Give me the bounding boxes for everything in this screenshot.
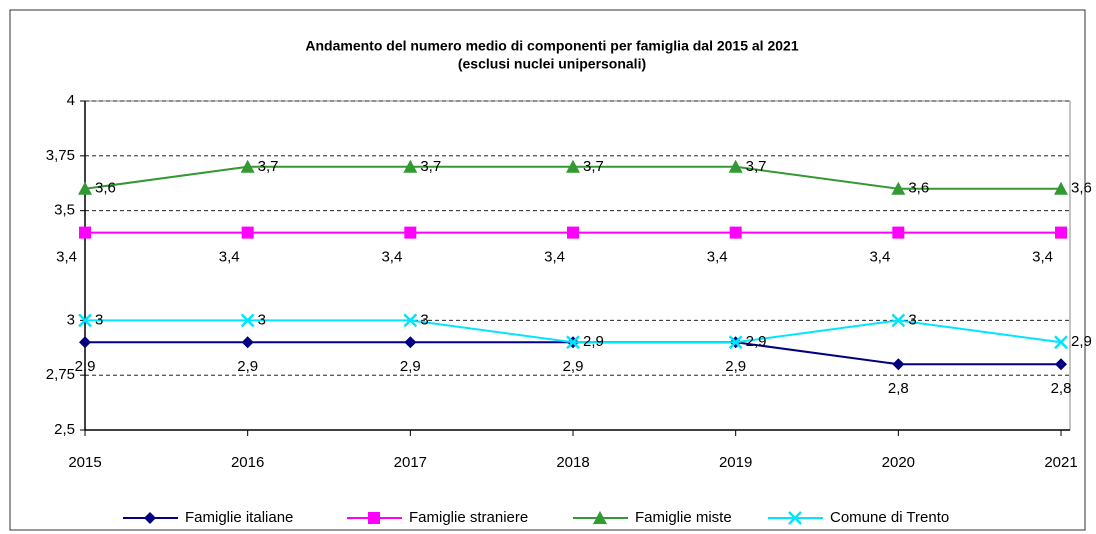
- data-point: [241, 226, 254, 239]
- data-point: [403, 313, 418, 328]
- data-label: 3,4: [869, 249, 890, 266]
- data-label: 2,9: [75, 358, 96, 375]
- data-label: 3,4: [544, 249, 565, 266]
- data-point: [241, 336, 254, 349]
- data-point: [404, 226, 417, 239]
- data-point: [892, 226, 905, 239]
- legend-label: Famiglie miste: [635, 509, 732, 526]
- data-label: 3: [95, 311, 103, 328]
- data-point: [728, 159, 743, 173]
- data-point: [729, 226, 742, 239]
- x-tick-label: 2016: [231, 454, 264, 471]
- chart-title: Andamento del numero medio di componenti…: [305, 38, 798, 54]
- data-point: [892, 358, 905, 371]
- data-label: 2,9: [746, 333, 767, 350]
- data-label: 3: [908, 311, 916, 328]
- data-label: 2,9: [563, 358, 584, 375]
- data-label: 3,4: [219, 249, 240, 266]
- data-label: 3: [420, 311, 428, 328]
- x-tick-label: 2021: [1044, 454, 1077, 471]
- data-point: [78, 313, 92, 328]
- data-point: [240, 313, 255, 328]
- data-point: [891, 181, 906, 195]
- x-tick-label: 2018: [556, 454, 589, 471]
- data-label: 3,4: [381, 249, 402, 266]
- y-tick-label: 4: [67, 92, 75, 109]
- legend-marker: [368, 512, 380, 524]
- x-tick-label: 2020: [882, 454, 915, 471]
- data-label: 3,7: [583, 158, 604, 175]
- data-label: 3: [258, 311, 266, 328]
- data-label: 3,6: [95, 180, 116, 197]
- data-label: 2,8: [1051, 380, 1072, 397]
- y-tick-label: 3,75: [46, 147, 75, 164]
- x-tick-label: 2015: [68, 454, 101, 471]
- data-label: 2,9: [1071, 333, 1092, 350]
- legend-label: Famiglie italiane: [185, 509, 293, 526]
- data-label: 3,4: [56, 249, 77, 266]
- legend-label: Comune di Trento: [830, 509, 949, 526]
- data-label: 2,9: [237, 358, 258, 375]
- data-point: [1055, 358, 1067, 371]
- x-tick-label: 2019: [719, 454, 752, 471]
- data-label: 3,7: [258, 158, 279, 175]
- y-tick-label: 2,5: [54, 421, 75, 438]
- legend-label: Famiglie straniere: [409, 509, 528, 526]
- data-point: [728, 335, 743, 350]
- chart-subtitle: (esclusi nuclei unipersonali): [458, 56, 646, 72]
- data-point: [78, 181, 92, 195]
- data-point: [566, 159, 580, 173]
- data-point: [891, 313, 906, 328]
- data-label: 3,7: [420, 158, 441, 175]
- data-point: [240, 159, 255, 173]
- data-label: 3,6: [1071, 180, 1092, 197]
- data-point: [1054, 335, 1068, 350]
- data-label: 3,6: [908, 180, 929, 197]
- x-tick-label: 2017: [394, 454, 427, 471]
- data-point: [567, 226, 579, 239]
- legend-marker: [593, 511, 607, 524]
- data-label: 2,9: [725, 358, 746, 375]
- data-label: 3,4: [707, 249, 728, 266]
- legend-marker: [144, 512, 156, 524]
- y-tick-label: 3: [67, 311, 75, 328]
- data-label: 3,4: [1032, 249, 1053, 266]
- data-label: 3,7: [746, 158, 767, 175]
- data-label: 2,9: [400, 358, 421, 375]
- legend-marker: [788, 511, 802, 525]
- data-point: [79, 336, 91, 349]
- y-tick-label: 2,75: [46, 366, 75, 383]
- y-tick-label: 3,5: [54, 202, 75, 219]
- data-label: 2,8: [888, 380, 909, 397]
- data-point: [403, 159, 418, 173]
- data-point: [404, 336, 417, 349]
- data-point: [566, 335, 580, 350]
- data-point: [1055, 226, 1067, 239]
- data-label: 2,9: [583, 333, 604, 350]
- data-point: [79, 226, 91, 239]
- data-point: [1054, 181, 1068, 195]
